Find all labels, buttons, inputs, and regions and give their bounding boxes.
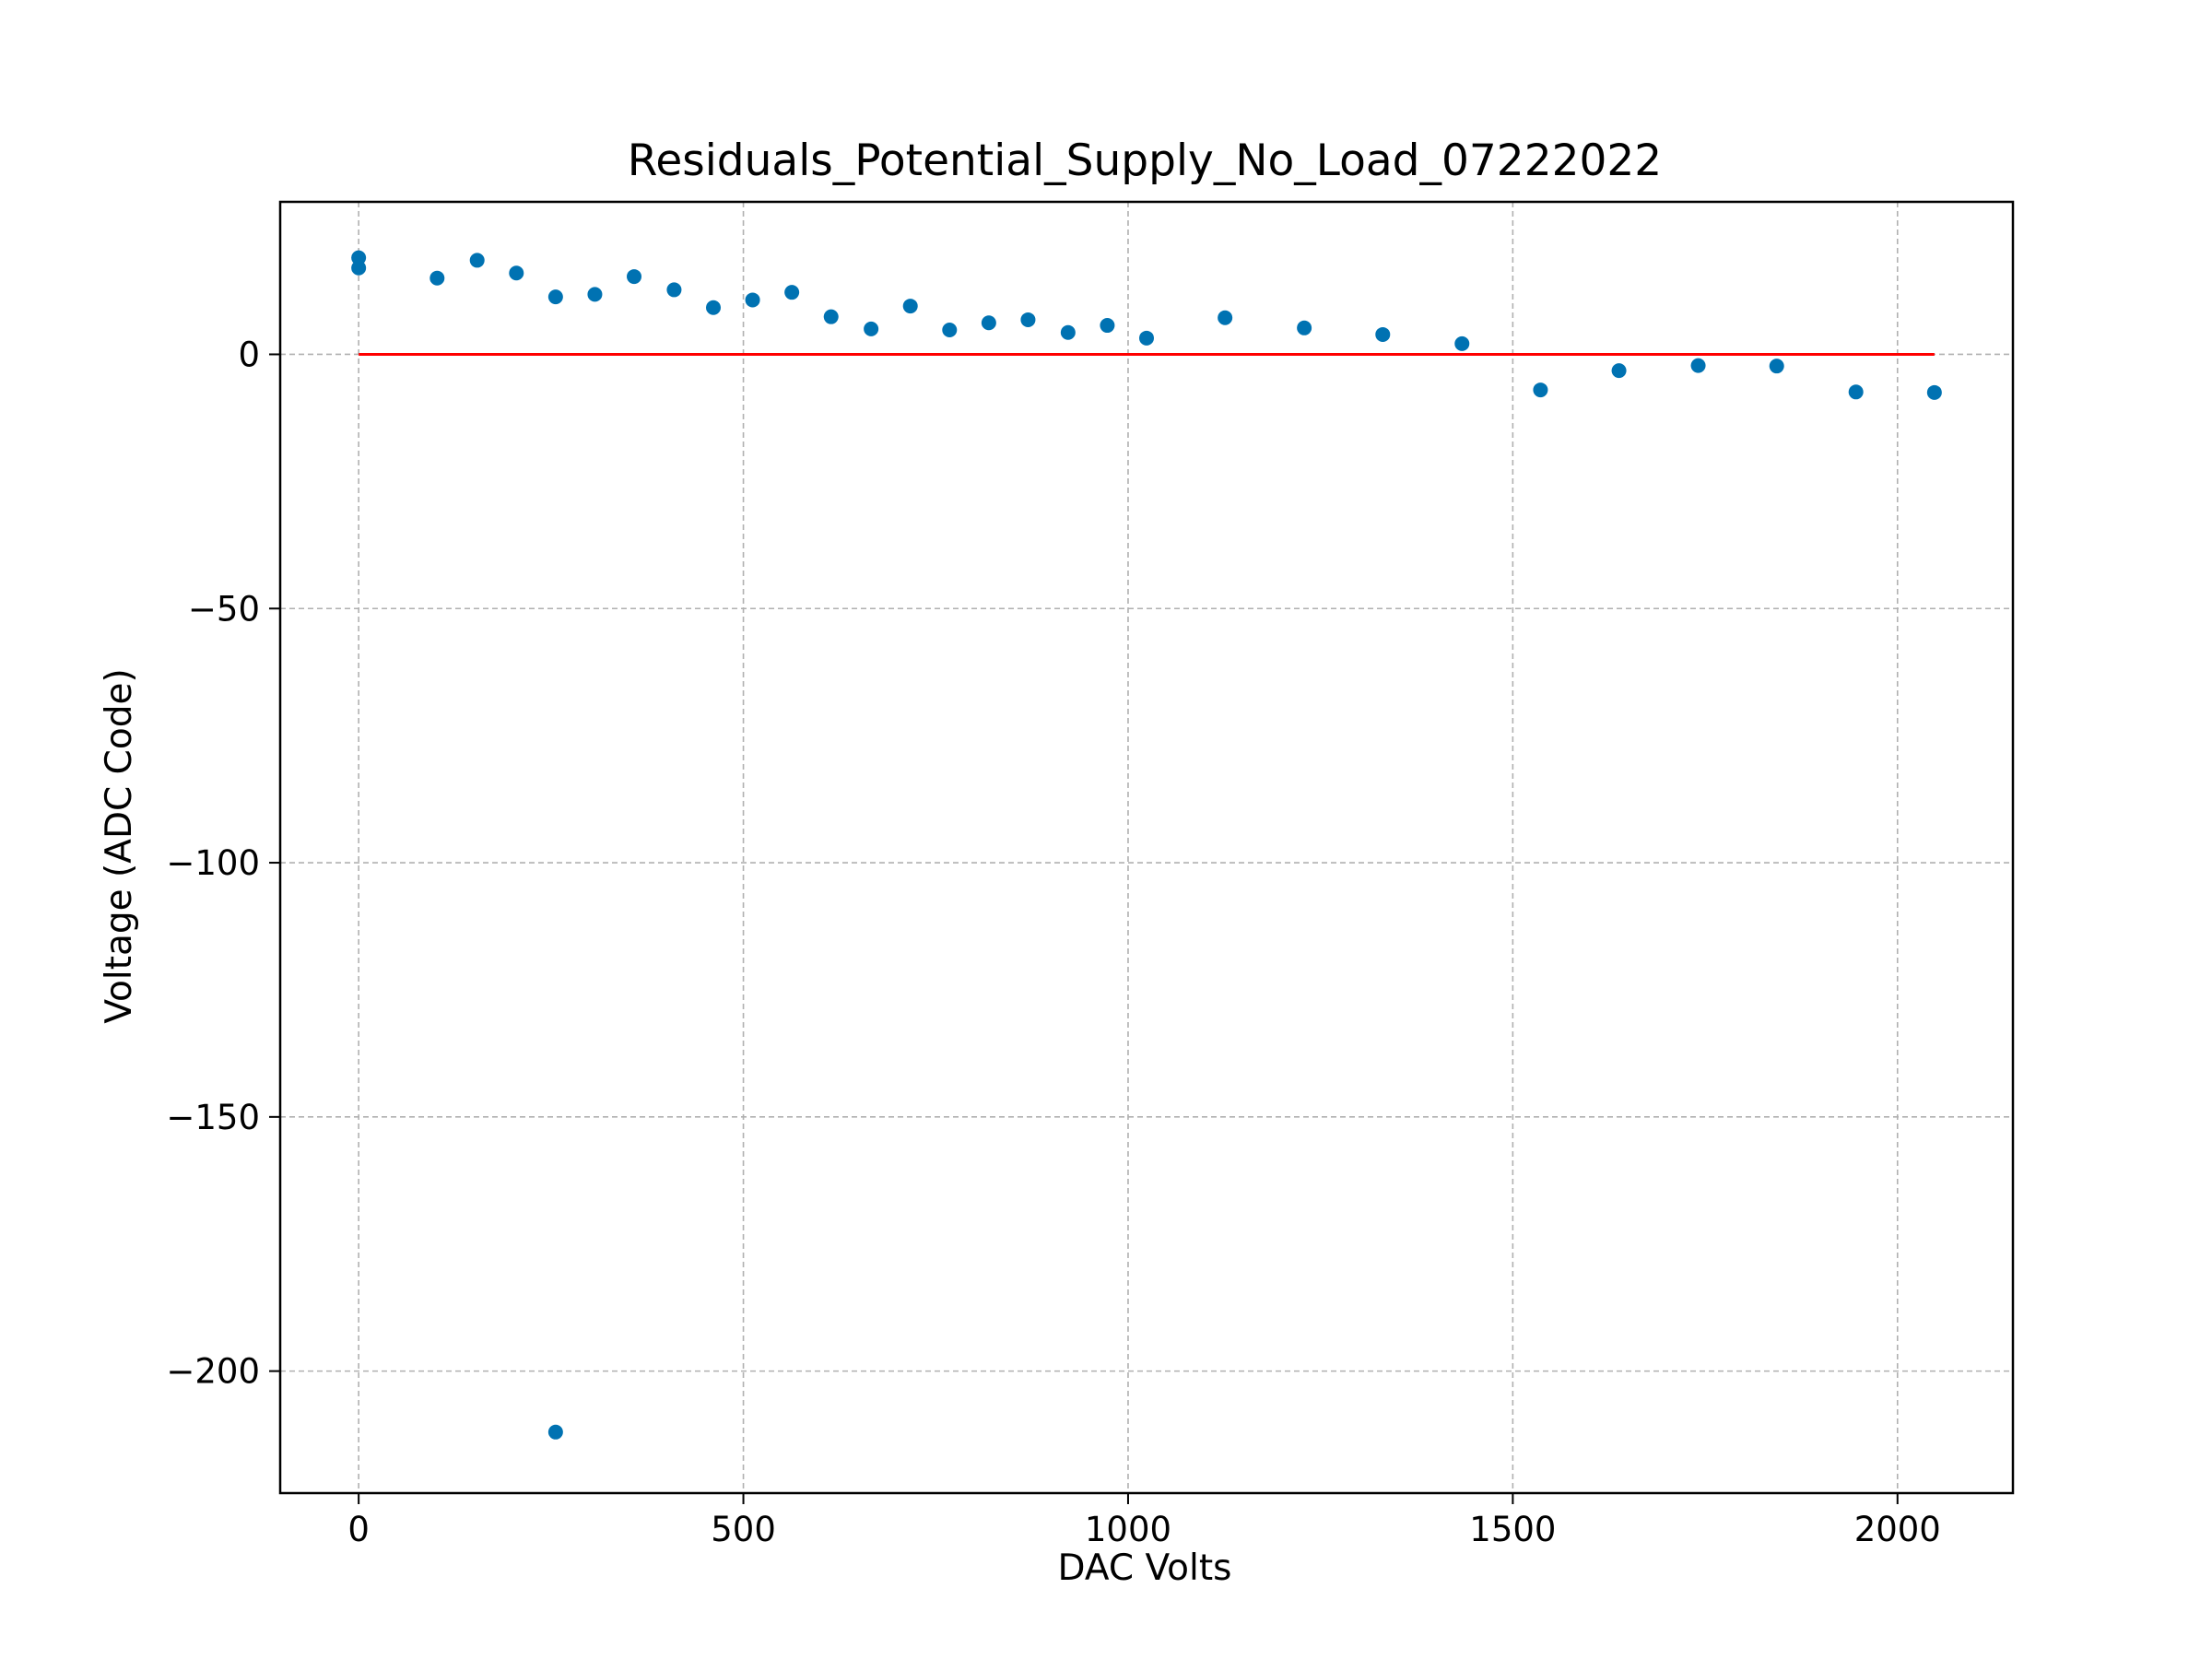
data-point <box>666 282 682 298</box>
x-tick-label: 1000 <box>1085 1510 1171 1549</box>
data-point <box>429 270 445 286</box>
y-axis-ticks: 0 −50 −100 −150 −200 <box>166 335 280 1392</box>
data-point <box>509 265 524 281</box>
y-tick-label: −200 <box>166 1352 260 1392</box>
y-tick-label: −100 <box>166 843 260 883</box>
x-axis-label: DAC Volts <box>1058 1547 1232 1589</box>
data-point <box>1100 318 1115 334</box>
x-tick-label: 1500 <box>1469 1510 1556 1549</box>
x-axis-ticks: 0 500 1000 1500 2000 <box>347 1493 1941 1549</box>
data-point <box>706 300 721 315</box>
data-point <box>547 289 563 305</box>
data-points <box>351 250 1942 1440</box>
data-point <box>1769 359 1784 374</box>
data-point <box>1690 358 1706 373</box>
data-point <box>547 1424 563 1440</box>
data-point <box>1454 335 1470 351</box>
data-point <box>1218 310 1233 325</box>
data-point <box>823 309 839 324</box>
y-tick-label: −50 <box>188 589 260 629</box>
chart-title: Residuals_Potential_Supply_No_Load_07222… <box>628 135 1662 186</box>
y-axis-label: Voltage (ADC Code) <box>99 668 140 1023</box>
x-tick-label: 500 <box>711 1510 776 1549</box>
y-tick-label: −150 <box>166 1098 260 1137</box>
y-tick-label: 0 <box>238 335 260 374</box>
data-point <box>1060 324 1076 340</box>
data-point <box>1848 384 1864 400</box>
data-point <box>1533 382 1548 398</box>
data-point <box>745 292 760 308</box>
data-point <box>1020 312 1036 327</box>
plot-frame <box>278 200 2015 1495</box>
data-point <box>902 299 918 314</box>
data-point <box>1139 330 1154 346</box>
data-point <box>587 287 603 302</box>
data-point <box>351 250 367 265</box>
grid-lines <box>280 202 2013 1493</box>
data-point <box>351 260 367 276</box>
data-point <box>1611 363 1627 379</box>
data-point <box>1375 326 1391 342</box>
x-tick-label: 0 <box>347 1510 370 1549</box>
data-point <box>784 285 800 300</box>
data-point <box>1926 384 1942 400</box>
data-point <box>469 253 485 268</box>
x-tick-label: 2000 <box>1854 1510 1941 1549</box>
data-point <box>942 322 958 337</box>
data-point <box>864 321 879 336</box>
data-point <box>1297 320 1312 335</box>
data-point <box>627 269 642 285</box>
data-point <box>981 315 996 331</box>
